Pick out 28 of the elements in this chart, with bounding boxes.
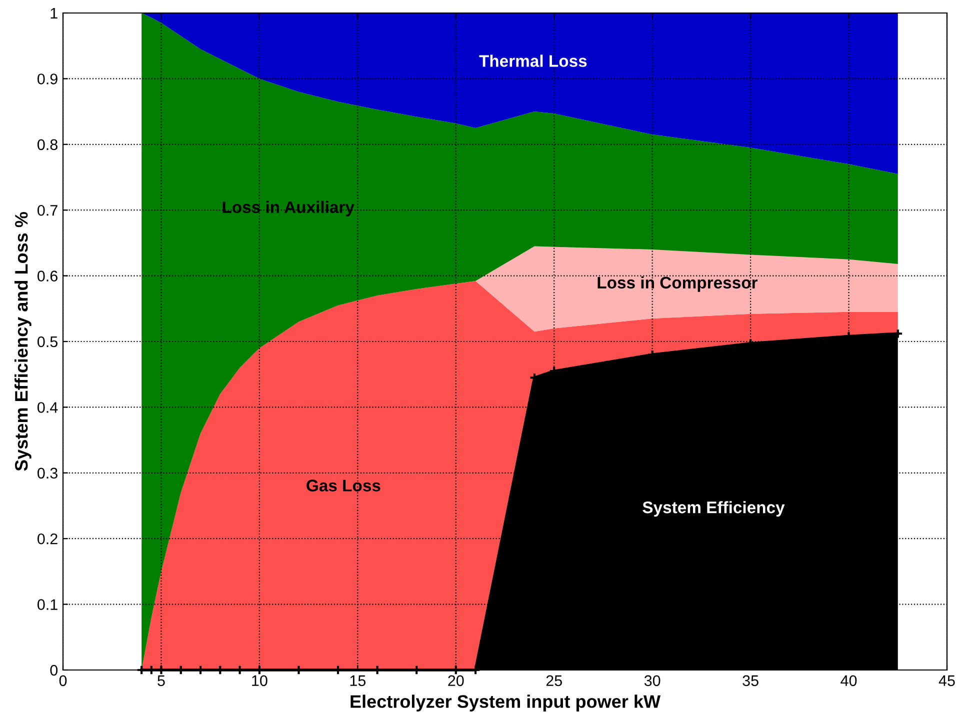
y-tick-label: 0: [50, 664, 58, 676]
y-tick-label: 0.3: [38, 468, 58, 479]
x-tick-label: 45: [938, 675, 955, 686]
y-tick-label: 0.7: [38, 204, 58, 216]
y-tick-label: 1: [50, 8, 58, 19]
x-tick-label: 0: [59, 675, 67, 686]
x-tick-label: 30: [644, 675, 660, 686]
y-tick-label: 0.9: [38, 74, 58, 84]
x-tick-label: 20: [448, 675, 464, 686]
series-label: Loss in Auxiliary: [222, 200, 354, 216]
x-tick-label: 15: [350, 675, 366, 686]
series-label: Thermal Loss: [479, 54, 587, 67]
y-axis-title: System Efficiency and Loss %: [14, 212, 32, 471]
series-label: Gas Loss: [306, 480, 380, 492]
x-axis-title: Electrolyzer System input power kW: [350, 694, 661, 712]
y-tick-label: 0.1: [38, 599, 58, 610]
y-tick-label: 0.6: [38, 270, 58, 282]
x-tick-label: 10: [252, 675, 268, 686]
x-tick-label: 25: [546, 675, 562, 686]
x-tick-label: 35: [742, 675, 758, 686]
series-label: Loss in Compressor: [598, 276, 758, 292]
y-tick-label: 0.8: [38, 139, 58, 150]
series-label: System Efficiency: [642, 501, 785, 517]
y-tick-label: 0.4: [38, 402, 58, 413]
x-tick-label: 5: [158, 675, 165, 686]
y-tick-label: 0.2: [38, 533, 58, 544]
x-tick-label: 40: [840, 675, 857, 686]
y-tick-label: 0.5: [38, 336, 58, 348]
